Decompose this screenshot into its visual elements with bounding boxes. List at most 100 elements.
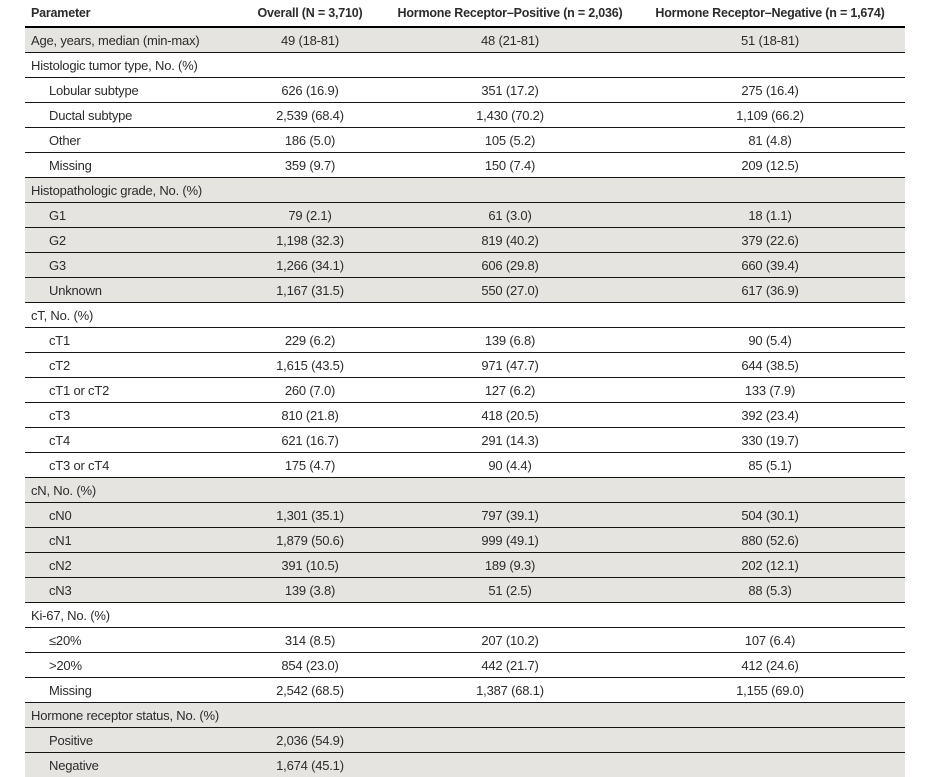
- value-cell-overall: 1,674 (45.1): [235, 753, 385, 777]
- value-cell-overall: [235, 703, 385, 728]
- param-cell: cT2: [25, 353, 235, 378]
- param-cell: ≤20%: [25, 628, 235, 653]
- value-cell-hr-negative: 107 (6.4): [635, 628, 905, 653]
- value-cell-overall: 139 (3.8): [235, 578, 385, 603]
- value-cell-hr-negative: 88 (5.3): [635, 578, 905, 603]
- column-header-hr-positive: Hormone Receptor–Positive (n = 2,036): [385, 0, 635, 27]
- value-cell-overall: [235, 303, 385, 328]
- value-cell-hr-negative: [635, 753, 905, 777]
- value-cell-hr-negative: [635, 178, 905, 203]
- param-cell: G1: [25, 203, 235, 228]
- value-cell-hr-positive: 105 (5.2): [385, 128, 635, 153]
- value-cell-hr-positive: [385, 53, 635, 78]
- value-cell-hr-negative: 392 (23.4): [635, 403, 905, 428]
- section-header-row: cN, No. (%): [25, 478, 905, 503]
- value-cell-hr-negative: 660 (39.4): [635, 253, 905, 278]
- value-cell-overall: 186 (5.0): [235, 128, 385, 153]
- value-cell-overall: 810 (21.8): [235, 403, 385, 428]
- value-cell-hr-negative: 1,155 (69.0): [635, 678, 905, 703]
- value-cell-hr-positive: [385, 728, 635, 753]
- param-cell: cN3: [25, 578, 235, 603]
- value-cell-overall: [235, 53, 385, 78]
- value-cell-hr-negative: 51 (18-81): [635, 27, 905, 53]
- column-header-hr-negative: Hormone Receptor–Negative (n = 1,674): [635, 0, 905, 27]
- table-body: Age, years, median (min-max)49 (18-81)48…: [25, 27, 905, 777]
- value-cell-overall: [235, 478, 385, 503]
- param-cell: cN2: [25, 553, 235, 578]
- value-cell-hr-positive: 139 (6.8): [385, 328, 635, 353]
- value-cell-hr-positive: 797 (39.1): [385, 503, 635, 528]
- value-cell-overall: 1,879 (50.6): [235, 528, 385, 553]
- param-cell: Missing: [25, 678, 235, 703]
- value-cell-overall: 1,301 (35.1): [235, 503, 385, 528]
- section-header-row: Ki-67, No. (%): [25, 603, 905, 628]
- value-cell-overall: 621 (16.7): [235, 428, 385, 453]
- value-cell-hr-negative: 209 (12.5): [635, 153, 905, 178]
- value-cell-overall: 391 (10.5): [235, 553, 385, 578]
- value-cell-hr-negative: [635, 478, 905, 503]
- value-cell-hr-positive: 90 (4.4): [385, 453, 635, 478]
- section-header-row: cT, No. (%): [25, 303, 905, 328]
- value-cell-overall: 1,198 (32.3): [235, 228, 385, 253]
- value-cell-hr-positive: [385, 753, 635, 777]
- value-cell-hr-negative: 85 (5.1): [635, 453, 905, 478]
- param-cell: Positive: [25, 728, 235, 753]
- value-cell-hr-positive: 207 (10.2): [385, 628, 635, 653]
- value-cell-hr-negative: 617 (36.9): [635, 278, 905, 303]
- param-cell: Histologic tumor type, No. (%): [25, 53, 235, 78]
- value-cell-overall: 2,542 (68.5): [235, 678, 385, 703]
- param-cell: cN0: [25, 503, 235, 528]
- value-cell-hr-positive: [385, 703, 635, 728]
- section-header-row: Histologic tumor type, No. (%): [25, 53, 905, 78]
- param-cell: cN1: [25, 528, 235, 553]
- value-cell-hr-positive: 61 (3.0): [385, 203, 635, 228]
- value-cell-hr-negative: [635, 603, 905, 628]
- param-cell: Other: [25, 128, 235, 153]
- value-cell-hr-positive: 127 (6.2): [385, 378, 635, 403]
- value-cell-hr-positive: 999 (49.1): [385, 528, 635, 553]
- value-cell-overall: 2,036 (54.9): [235, 728, 385, 753]
- value-cell-overall: 1,167 (31.5): [235, 278, 385, 303]
- param-cell: Ki-67, No. (%): [25, 603, 235, 628]
- value-cell-hr-positive: [385, 603, 635, 628]
- table-row: Age, years, median (min-max)49 (18-81)48…: [25, 27, 905, 53]
- value-cell-hr-positive: 291 (14.3): [385, 428, 635, 453]
- value-cell-overall: [235, 178, 385, 203]
- param-cell: Hormone receptor status, No. (%): [25, 703, 235, 728]
- param-cell: Missing: [25, 153, 235, 178]
- param-cell: Negative: [25, 753, 235, 777]
- param-cell: cT3: [25, 403, 235, 428]
- table-row: ≤20%314 (8.5)207 (10.2)107 (6.4): [25, 628, 905, 653]
- section-header-row: Hormone receptor status, No. (%): [25, 703, 905, 728]
- value-cell-hr-negative: [635, 303, 905, 328]
- column-header-parameter: Parameter: [25, 0, 235, 27]
- value-cell-hr-negative: 81 (4.8): [635, 128, 905, 153]
- param-cell: Lobular subtype: [25, 78, 235, 103]
- value-cell-hr-negative: 90 (5.4): [635, 328, 905, 353]
- param-cell: Histopathologic grade, No. (%): [25, 178, 235, 203]
- column-header-overall: Overall (N = 3,710): [235, 0, 385, 27]
- value-cell-hr-positive: 189 (9.3): [385, 553, 635, 578]
- value-cell-overall: 229 (6.2): [235, 328, 385, 353]
- param-cell: Ductal subtype: [25, 103, 235, 128]
- value-cell-hr-negative: 1,109 (66.2): [635, 103, 905, 128]
- value-cell-overall: 314 (8.5): [235, 628, 385, 653]
- value-cell-overall: 1,615 (43.5): [235, 353, 385, 378]
- value-cell-hr-negative: 330 (19.7): [635, 428, 905, 453]
- param-cell: Unknown: [25, 278, 235, 303]
- value-cell-hr-positive: [385, 178, 635, 203]
- value-cell-hr-positive: 442 (21.7): [385, 653, 635, 678]
